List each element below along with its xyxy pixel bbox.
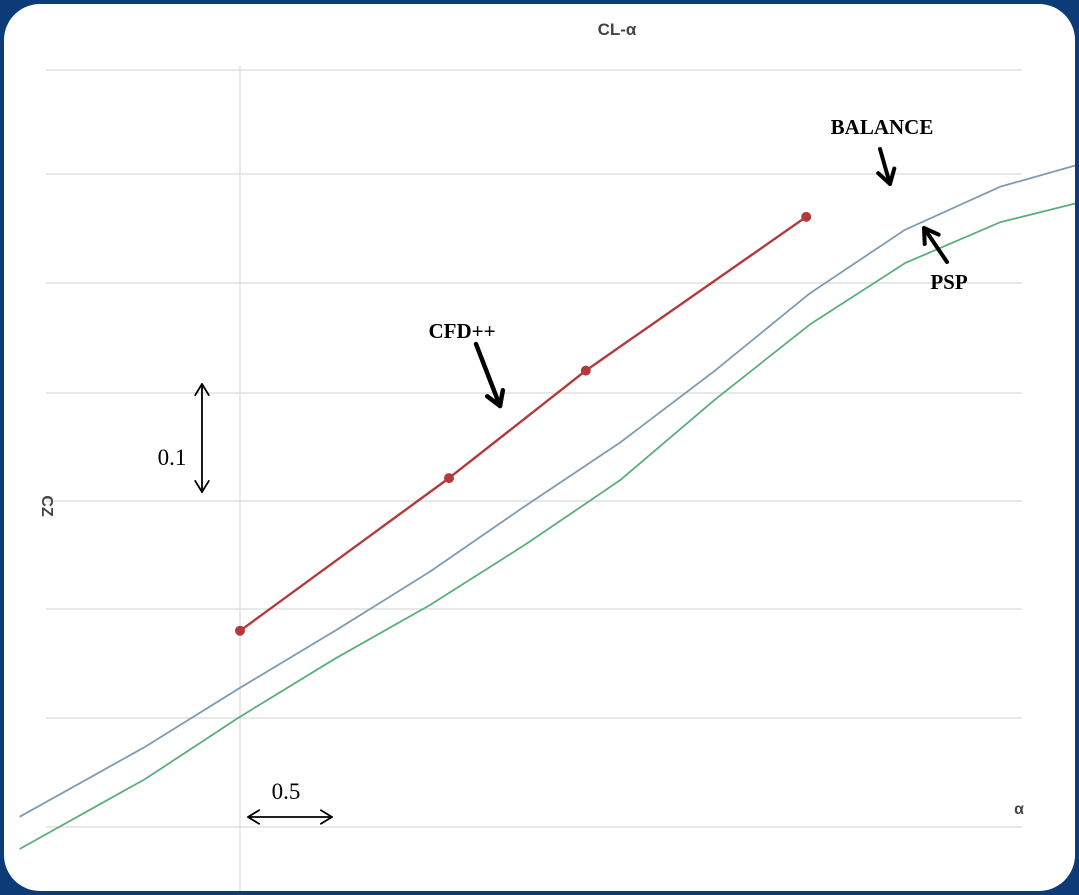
chart-title: CL-α xyxy=(598,20,637,39)
series-line-psp xyxy=(19,202,1075,850)
annotation-arrow-psp-shaft xyxy=(922,226,949,264)
annotation-cfd: CFD++ xyxy=(428,319,495,343)
x-axis-label: α xyxy=(1014,801,1024,818)
annotation-balance: BALANCE xyxy=(831,115,934,139)
chart-frame: CL-α CZ α 0.1 0.5 BALANCE PSP CFD++ xyxy=(4,4,1075,891)
annotation-psp: PSP xyxy=(930,270,968,294)
x-scale-arrow-head-1 xyxy=(247,809,260,825)
annotation-arrow-psp xyxy=(922,226,949,264)
annotation-arrow-psp-head-1 xyxy=(922,226,941,246)
chart-svg: CL-α CZ α 0.1 0.5 BALANCE PSP CFD++ xyxy=(19,20,1075,891)
y-axis-label: CZ xyxy=(38,495,55,517)
data-point-cfd xyxy=(580,365,591,376)
data-point-cfd xyxy=(444,473,454,484)
series-line-balance xyxy=(19,164,1075,818)
x-scale-arrow xyxy=(247,809,333,825)
data-point-cfd xyxy=(801,211,812,222)
annotation-arrow-cfd-shaft xyxy=(473,341,503,409)
annotation-arrow-cfd xyxy=(473,341,506,409)
data-point-cfd xyxy=(235,625,245,636)
x-scale-value: 0.5 xyxy=(272,779,301,804)
annotation-arrow-balance-head-1 xyxy=(876,166,897,186)
y-scale-value: 0.1 xyxy=(158,445,187,470)
annotation-arrow-balance-shaft xyxy=(878,147,892,186)
y-scale-arrow xyxy=(194,383,210,493)
x-scale-arrow-head-2 xyxy=(320,809,333,825)
annotation-arrow-cfd-head-1 xyxy=(485,388,506,409)
y-scale-arrow-head-2 xyxy=(194,480,210,493)
annotation-arrow-balance xyxy=(876,147,897,186)
series-line-cfd xyxy=(239,215,807,632)
y-scale-arrow-head-1 xyxy=(194,383,210,396)
